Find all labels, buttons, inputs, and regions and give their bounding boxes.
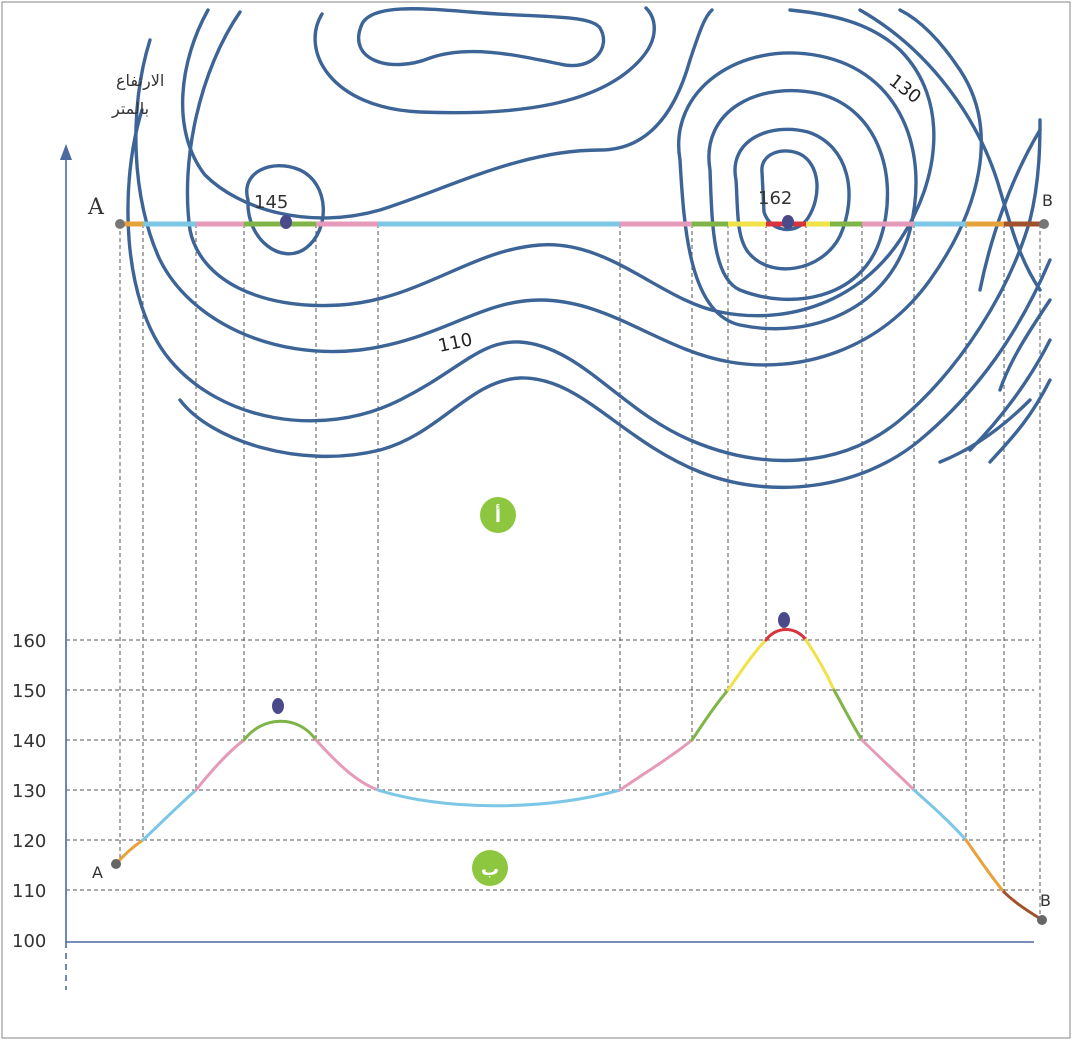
svg-text:أ: أ [495,504,501,527]
svg-text:ب: ب [481,859,499,880]
elevation-gridlines [66,639,1034,891]
map-peak-right-label: 162 [758,188,792,209]
map-peak-right-marker [782,215,794,229]
map-point-b-label: B [1042,191,1053,210]
profile-point-b-label: B [1040,891,1051,910]
projection-guides [119,224,1041,920]
y-tick-100: 100 [12,931,46,952]
profile-peak-right-marker [778,612,790,628]
y-tick-160: 160 [12,631,46,652]
y-tick-140: 140 [12,731,46,752]
contour-map [126,6,1052,490]
map-point-a-label: A [87,195,105,220]
y-tick-130: 130 [12,781,46,802]
y-tick-120: 120 [12,831,46,852]
y-axis [60,144,72,990]
profile-curve [114,628,1044,922]
contour-top-loop [357,7,606,68]
map-badge: أ [480,497,516,533]
profile-badge: ب [472,850,508,886]
profile-peak-left-marker [272,698,284,714]
y-tick-150: 150 [12,681,46,702]
map-point-a-marker [115,219,125,229]
map-peak-left-marker [280,215,292,229]
profile-point-b-marker [1037,915,1047,925]
map-point-b-marker [1039,219,1049,229]
section-line-ab [115,215,1049,229]
profile-point-a-marker [111,859,121,869]
y-axis-title-line2: بالمتر [111,99,149,119]
profile-point-a-label: A [92,863,103,882]
y-tick-labels: 100 110 120 130 140 150 160 [12,631,46,952]
map-peak-left-label: 145 [254,192,288,213]
y-axis-title-line1: الارتفاع [116,71,164,91]
y-tick-110: 110 [12,881,46,902]
contour-label-110: 110 [436,329,474,357]
